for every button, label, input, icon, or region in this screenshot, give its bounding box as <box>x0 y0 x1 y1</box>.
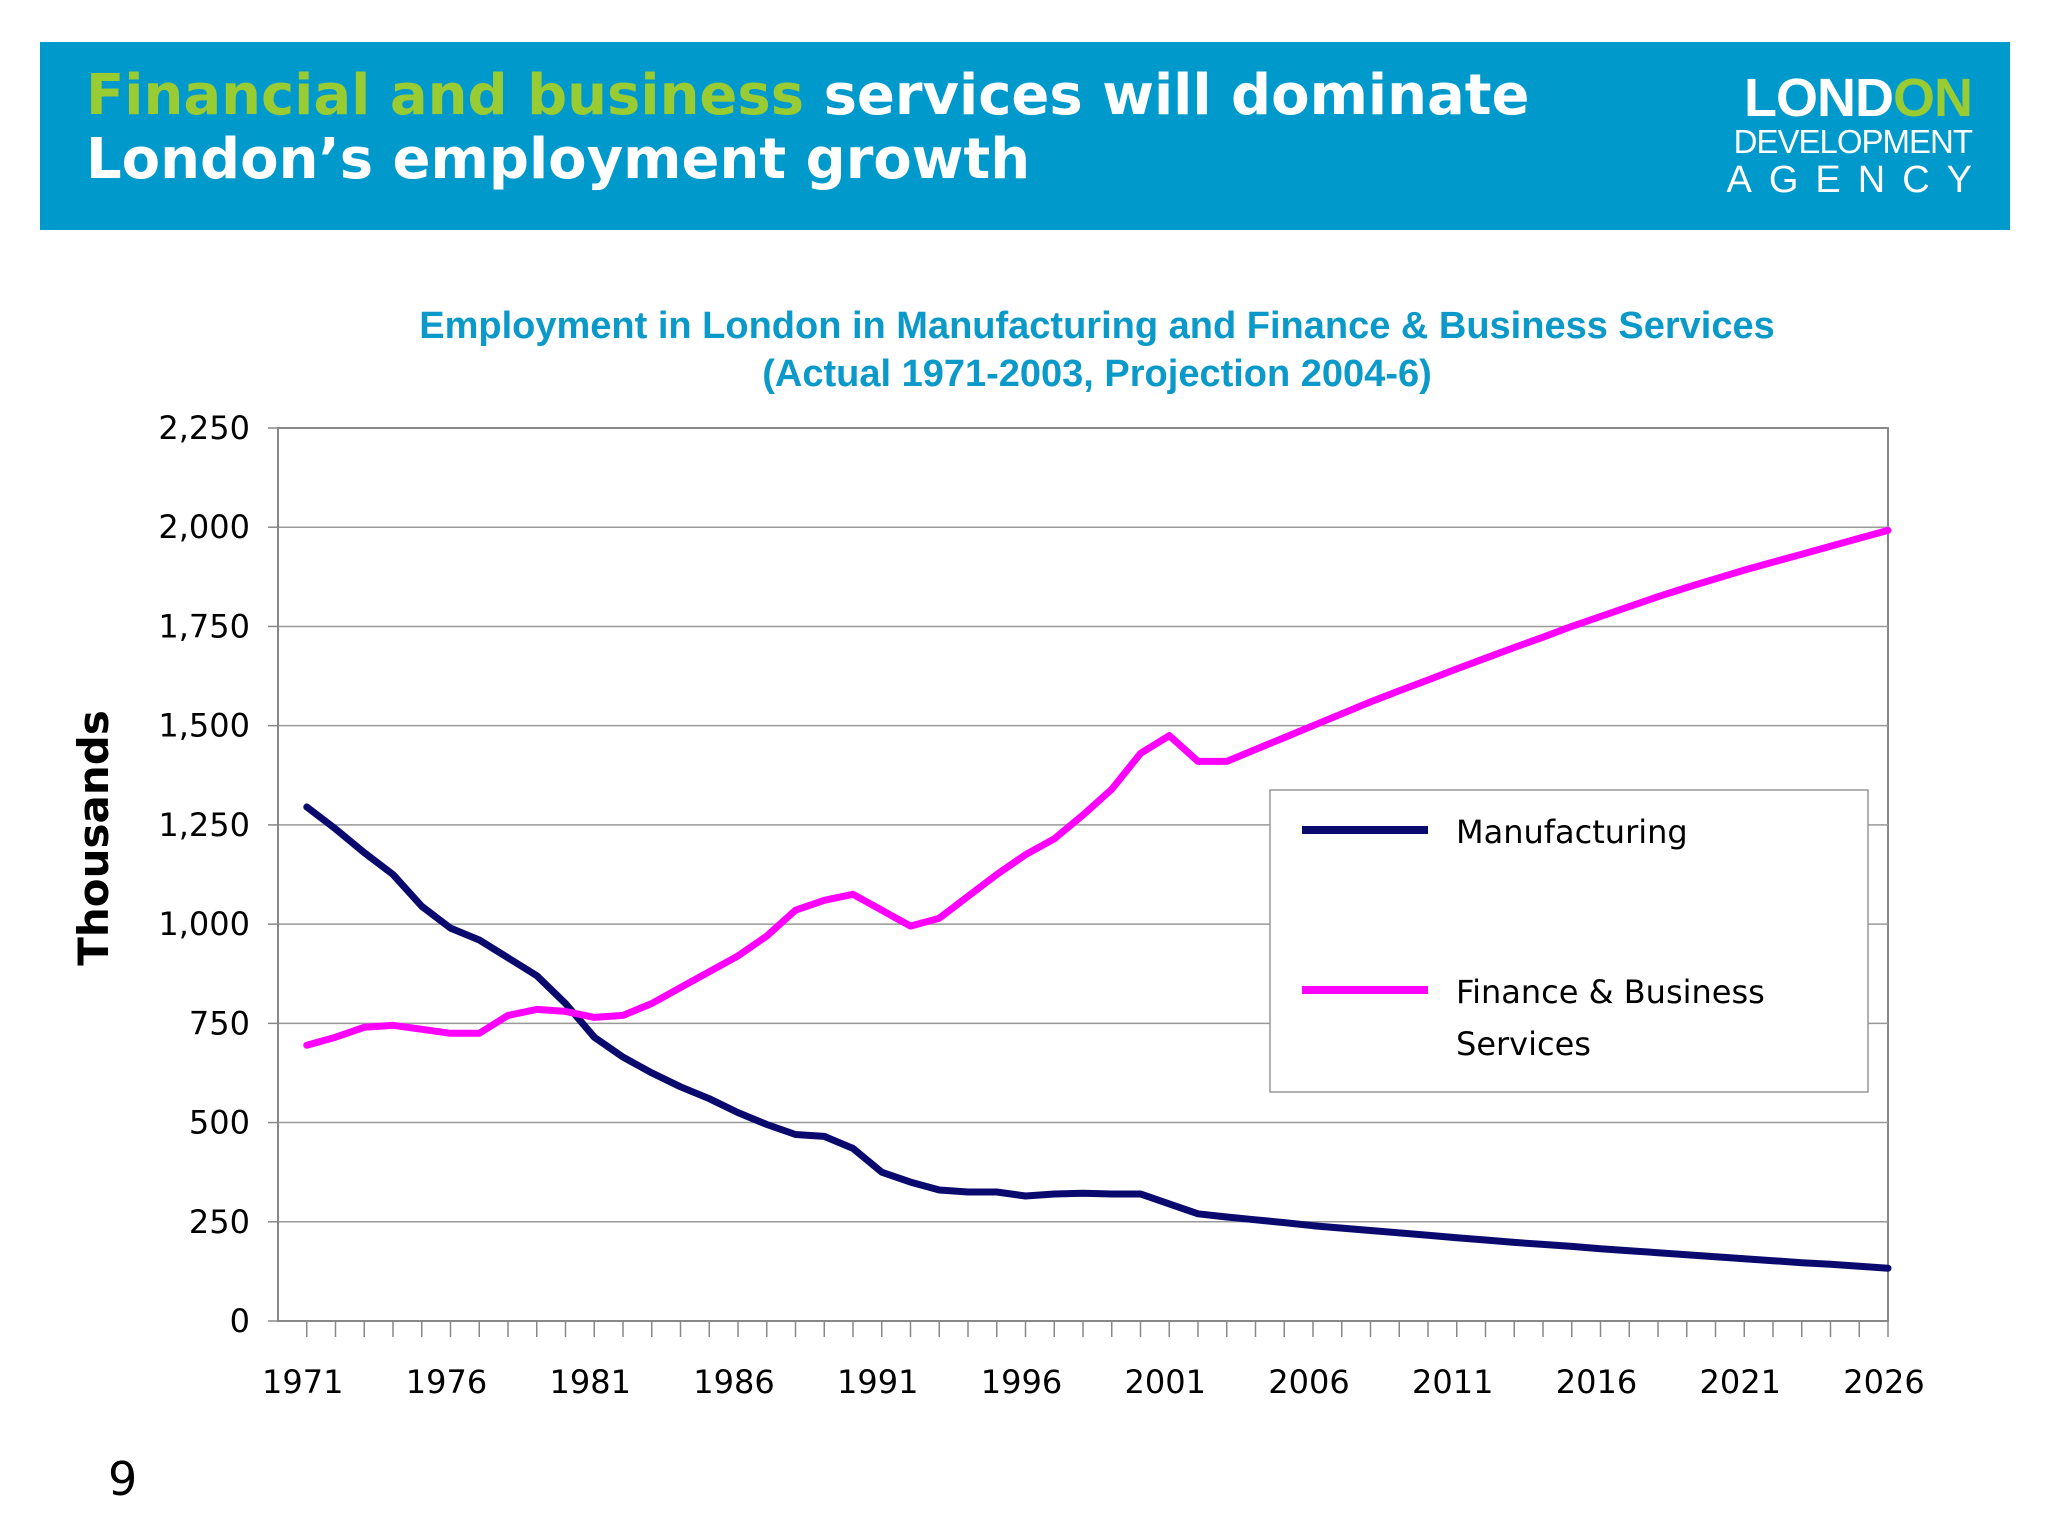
y-tick-label: 250 <box>189 1203 250 1241</box>
logo-line3: AGENCY <box>1726 159 1989 201</box>
chart-subtitle: (Actual 1971-2003, Projection 2004-6) <box>762 353 1432 395</box>
title-rest-line1: services will dominate <box>804 63 1530 128</box>
y-tick-label: 1,000 <box>158 905 250 943</box>
y-tick-label: 2,000 <box>158 508 250 546</box>
x-tick-label: 1976 <box>406 1363 487 1401</box>
x-tick-labels: 1971 1976 1981 1986 1991 1996 2001 2006 2011 2016… <box>262 1363 1925 1401</box>
y-axis-label: Thousands <box>69 710 118 966</box>
series-line <box>303 526 1892 1049</box>
x-tick-label: 1991 <box>837 1363 918 1401</box>
title-line2: London’s employment growth <box>86 127 1031 192</box>
series-lines <box>303 526 1892 1272</box>
y-tick-label: 750 <box>189 1004 250 1042</box>
axes <box>268 427 1889 1337</box>
logo-word-main: LOND <box>1744 68 1894 128</box>
x-tick-label: 2006 <box>1268 1363 1349 1401</box>
x-tick-label: 2011 <box>1412 1363 1493 1401</box>
legend-label: Manufacturing <box>1456 813 1688 851</box>
y-tick-label: 0 <box>230 1302 250 1340</box>
x-tick-label: 1971 <box>262 1363 343 1401</box>
legend-label: Finance & Business Services <box>1456 973 1765 1063</box>
logo-word-accent: ON <box>1893 68 1973 128</box>
x-tick-label: 2021 <box>1700 1363 1781 1401</box>
x-tick-label: 1996 <box>981 1363 1062 1401</box>
london-development-agency-logo: LONDON DEVELOPMENT AGENCY <box>1727 71 1973 200</box>
page-number: 9 <box>108 1452 138 1506</box>
y-tick-label: 500 <box>189 1104 250 1142</box>
x-tick-label: 1981 <box>550 1363 631 1401</box>
chart-title: Employment in London in Manufacturing an… <box>419 305 1775 347</box>
y-tick-label: 2,250 <box>158 409 250 447</box>
x-tick-label: 2026 <box>1843 1363 1924 1401</box>
y-tick-labels: 0 250 500 750 1,000 1,250 1,500 1,750 2,000 2,250 <box>158 409 250 1340</box>
x-tick-label: 2016 <box>1556 1363 1637 1401</box>
y-tick-label: 1,750 <box>158 607 250 645</box>
x-tick-label: 2001 <box>1125 1363 1206 1401</box>
logo-line2: DEVELOPMENT <box>1733 123 1973 160</box>
y-tick-label: 1,250 <box>158 806 250 844</box>
title-accent: Financial and business <box>86 63 805 128</box>
header-banner: Financial and business services will dom… <box>40 42 2010 230</box>
y-tick-label: 1,500 <box>158 707 250 745</box>
page-title: Financial and business services will dom… <box>86 64 1530 192</box>
legend-box <box>1269 789 1869 1093</box>
logo-wordmark: LONDON <box>1727 71 1973 125</box>
chart-legend: Manufacturing Finance & Business Services <box>1269 789 1869 1093</box>
x-tick-label: 1986 <box>693 1363 774 1401</box>
